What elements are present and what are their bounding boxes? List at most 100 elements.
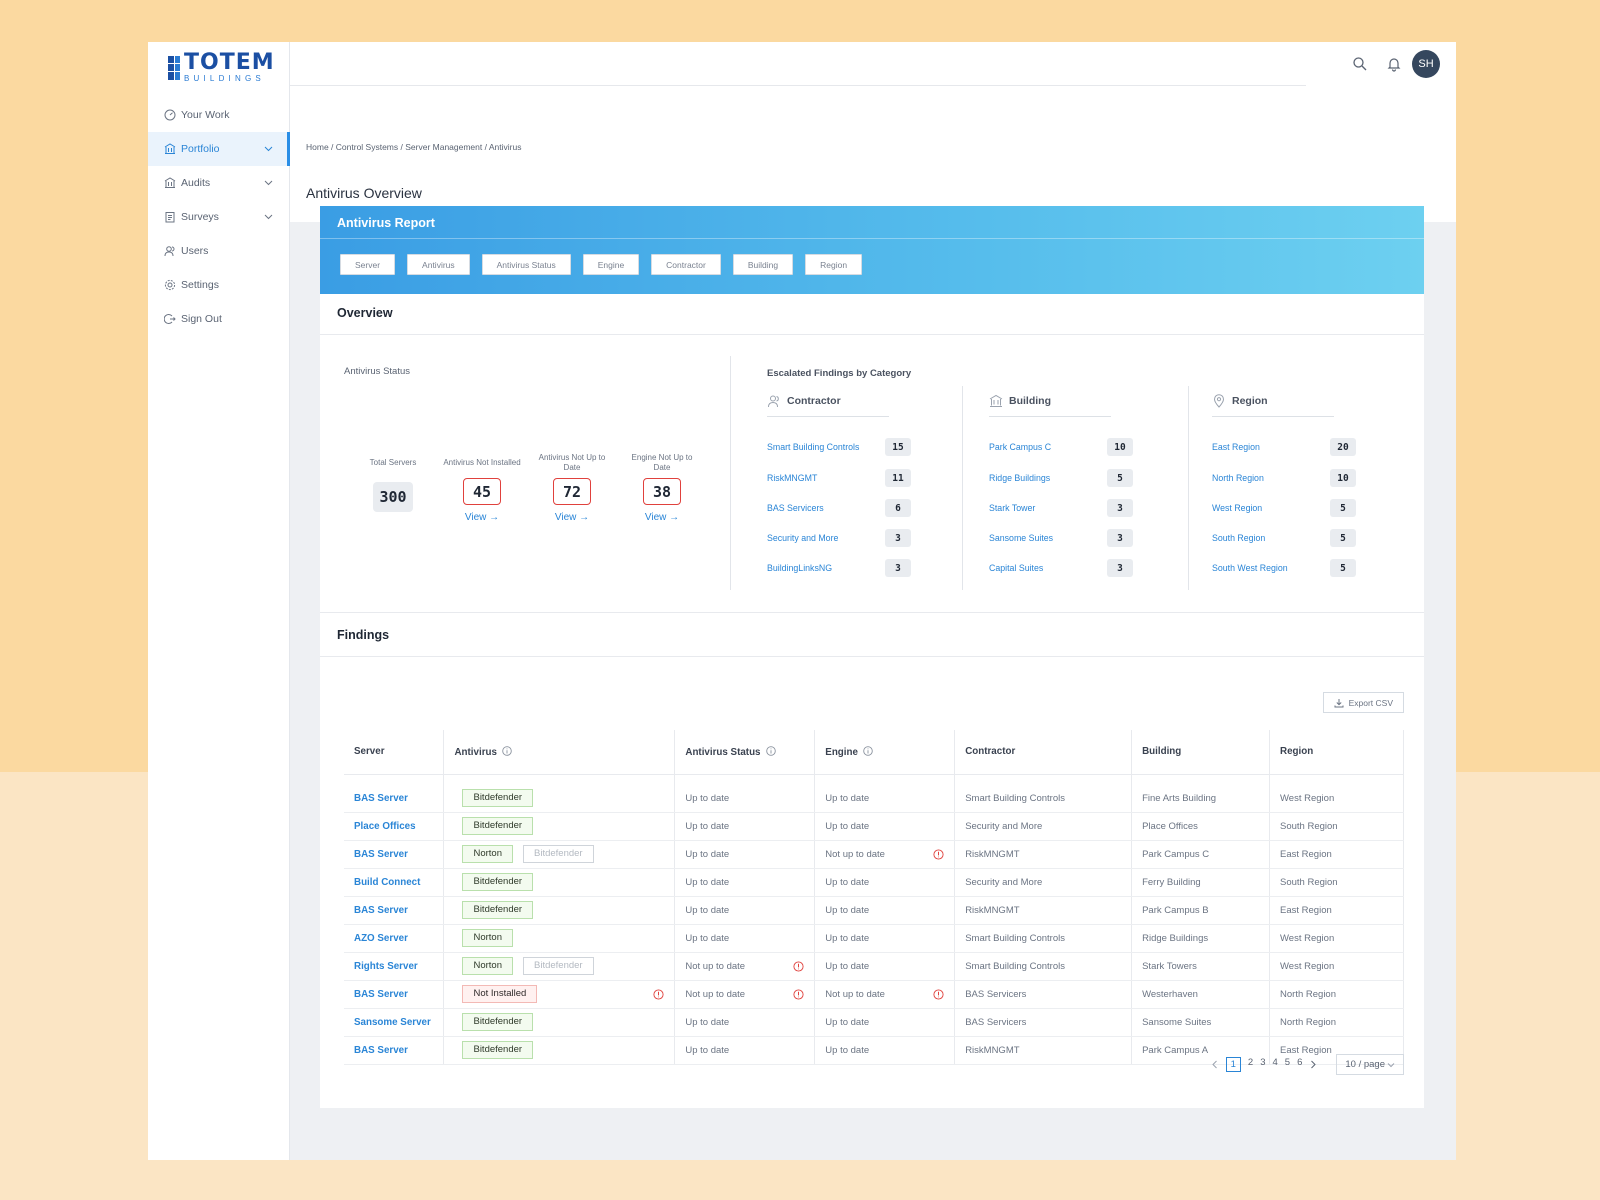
sidebar-item-your-work[interactable]: Your Work: [148, 98, 289, 132]
antivirus-tag: Bitdefender: [462, 901, 534, 919]
count-badge: 5: [1107, 469, 1133, 487]
logo-sub: BUILDINGS: [184, 74, 265, 83]
server-link[interactable]: BAS Server: [344, 840, 445, 869]
location-pin-icon: [1212, 394, 1226, 408]
view-antivirus-outdated-link[interactable]: View →: [554, 512, 590, 523]
server-link[interactable]: BAS Server: [344, 980, 445, 1009]
category-link[interactable]: Capital Suites: [989, 563, 1044, 573]
antivirus-status-cell: Up to date: [674, 1008, 816, 1037]
column-header-building[interactable]: Building: [1131, 730, 1271, 775]
category-link[interactable]: West Region: [1212, 503, 1263, 513]
antivirus-tag: Bitdefender: [462, 1041, 534, 1059]
table-row[interactable]: BAS Server Bitdefender Up to date Up to dat…: [344, 896, 1404, 925]
filter-region-button[interactable]: Region: [805, 254, 863, 275]
category-link[interactable]: Park Campus C: [989, 442, 1052, 452]
chevron-left-icon[interactable]: [1211, 1060, 1219, 1069]
overview-title: Overview: [337, 306, 393, 320]
breadcrumb-server-management[interactable]: Server Management: [405, 142, 483, 152]
page-number[interactable]: 3: [1260, 1057, 1266, 1068]
breadcrumb-home[interactable]: Home: [306, 142, 329, 152]
page-number[interactable]: 1: [1225, 1057, 1241, 1072]
category-row: West Region 5: [1212, 499, 1356, 517]
server-link[interactable]: BAS Server: [344, 774, 445, 813]
search-icon[interactable]: [1352, 56, 1368, 72]
building-cell: Ferry Building: [1131, 868, 1271, 897]
column-header-engine[interactable]: Engine: [814, 730, 956, 775]
category-link[interactable]: Stark Tower: [989, 503, 1036, 513]
table-row[interactable]: Rights Server Norton Bitdefender Not up to …: [344, 952, 1404, 981]
filter-building-button[interactable]: Building: [732, 254, 794, 275]
server-link[interactable]: AZO Server: [344, 924, 445, 953]
category-link[interactable]: Ridge Buildings: [989, 473, 1051, 483]
antivirus-status-cell: Up to date: [674, 774, 816, 813]
category-contractor-header: Contractor: [767, 394, 889, 417]
table-row[interactable]: AZO Server Norton Up to date Up to date Smar…: [344, 924, 1404, 953]
sidebar-item-users[interactable]: Users: [148, 234, 289, 268]
avatar[interactable]: SH: [1412, 50, 1440, 78]
filter-engine-button[interactable]: Engine: [582, 254, 640, 275]
breadcrumb-antivirus[interactable]: Antivirus: [488, 142, 522, 152]
page-number[interactable]: 6: [1297, 1057, 1303, 1068]
column-header-server[interactable]: Server: [344, 730, 445, 775]
view-engine-outdated-link[interactable]: View →: [644, 512, 680, 523]
category-link[interactable]: BAS Servicers: [767, 503, 824, 513]
column-header-contractor[interactable]: Contractor: [954, 730, 1133, 775]
filter-antivirus-status-button[interactable]: Antivirus Status: [481, 254, 571, 275]
page-number[interactable]: 4: [1272, 1057, 1278, 1068]
bell-icon[interactable]: [1386, 56, 1402, 72]
category-separator: [962, 386, 963, 590]
server-link[interactable]: Build Connect: [344, 868, 445, 897]
chevron-down-icon: [1387, 1061, 1395, 1069]
overview-divider: [320, 334, 1424, 335]
category-link[interactable]: BuildingLinksNG: [767, 563, 833, 573]
filter-contractor-button[interactable]: Contractor: [651, 254, 721, 275]
engine-cell: Up to date: [814, 952, 956, 981]
server-link[interactable]: BAS Server: [344, 1036, 445, 1065]
table-row[interactable]: BAS Server Bitdefender Up to date Up to dat…: [344, 774, 1404, 813]
server-link[interactable]: Place Offices: [344, 812, 445, 841]
column-header-antivirus[interactable]: Antivirus: [443, 730, 676, 775]
chevron-right-icon[interactable]: [1309, 1060, 1317, 1069]
table-row[interactable]: Place Offices Bitdefender Up to date Up to …: [344, 812, 1404, 841]
breadcrumb-control-systems[interactable]: Control Systems: [335, 142, 399, 152]
server-link[interactable]: Rights Server: [344, 952, 445, 981]
sidebar-item-audits[interactable]: Audits: [148, 166, 289, 200]
sidebar-item-sign-out[interactable]: Sign Out: [148, 302, 289, 336]
category-link[interactable]: East Region: [1212, 442, 1260, 452]
category-link[interactable]: Smart Building Controls: [767, 442, 860, 452]
sidebar-item-settings[interactable]: Settings: [148, 268, 289, 302]
column-header-region[interactable]: Region: [1269, 730, 1404, 775]
page-size-select[interactable]: 10 / page: [1336, 1054, 1404, 1075]
report-divider: [320, 238, 1424, 239]
table-row[interactable]: BAS Server Not Installed Not up to date Not…: [344, 980, 1404, 1009]
engine-cell: Up to date: [814, 924, 956, 953]
column-header-antivirus-status[interactable]: Antivirus Status: [674, 730, 816, 775]
info-icon[interactable]: [502, 745, 512, 756]
table-row[interactable]: Build Connect Bitdefender Up to date Up to …: [344, 868, 1404, 897]
table-row[interactable]: BAS Server Bitdefender Up to date Up to dat…: [344, 1036, 1404, 1065]
logo[interactable]: TOTEM BUILDINGS: [168, 52, 275, 83]
info-icon[interactable]: [863, 745, 873, 756]
antivirus-cell: Not Installed: [443, 980, 676, 1009]
category-link[interactable]: RiskMNGMT: [767, 473, 818, 483]
sidebar-item-surveys[interactable]: Surveys: [148, 200, 289, 234]
sidebar-item-portfolio[interactable]: Portfolio: [148, 132, 290, 166]
page-number[interactable]: 2: [1247, 1057, 1254, 1068]
category-link[interactable]: North Region: [1212, 473, 1264, 483]
view-not-installed-link[interactable]: View →: [464, 512, 500, 523]
warning-icon: [933, 848, 944, 860]
category-link[interactable]: Sansome Suites: [989, 533, 1054, 543]
server-link[interactable]: BAS Server: [344, 896, 445, 925]
category-link[interactable]: Security and More: [767, 533, 839, 543]
antivirus-cell: Norton: [443, 924, 676, 953]
export-csv-button[interactable]: Export CSV: [1322, 692, 1404, 713]
table-row[interactable]: BAS Server Norton Bitdefender Up to date Not…: [344, 840, 1404, 869]
category-link[interactable]: South Region: [1212, 533, 1266, 543]
server-link[interactable]: Sansome Server: [344, 1008, 445, 1037]
page-number[interactable]: 5: [1284, 1057, 1291, 1068]
filter-server-button[interactable]: Server: [340, 254, 396, 275]
table-row[interactable]: Sansome Server Bitdefender Up to date Up to…: [344, 1008, 1404, 1037]
category-link[interactable]: South West Region: [1212, 563, 1288, 573]
filter-antivirus-button[interactable]: Antivirus: [407, 254, 470, 275]
info-icon[interactable]: [765, 745, 776, 756]
